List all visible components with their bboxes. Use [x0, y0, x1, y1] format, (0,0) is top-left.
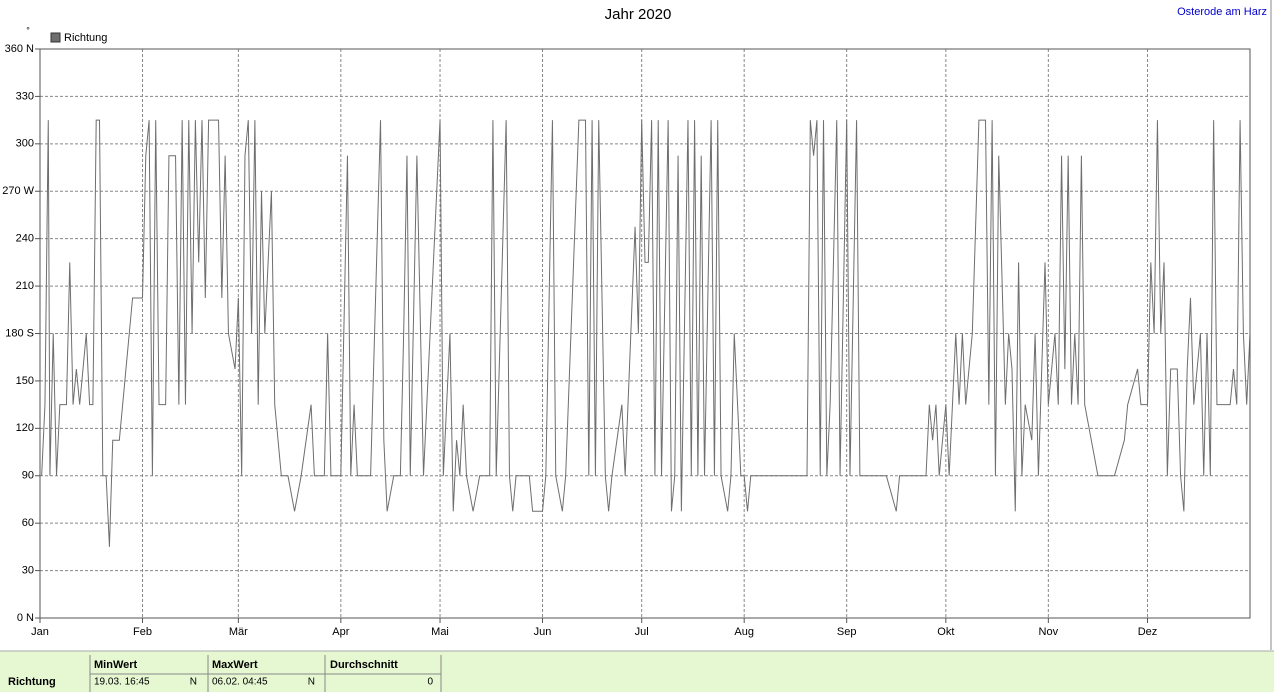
y-unit: °: [26, 25, 30, 35]
y-tick-label: 150: [16, 375, 34, 387]
footer-header: MinWert: [94, 659, 138, 671]
legend-label: Richtung: [64, 32, 107, 44]
footer-value: 0: [427, 677, 433, 688]
y-tick-label: 270 W: [2, 185, 34, 197]
x-tick-label: Okt: [937, 626, 954, 638]
footer-time: 19.03. 16:45: [94, 677, 150, 688]
y-tick-label: 240: [16, 233, 34, 245]
x-tick-label: Dez: [1138, 626, 1158, 638]
y-tick-label: 90: [22, 470, 34, 482]
x-tick-label: Jun: [534, 626, 552, 638]
legend-swatch: [50, 32, 61, 43]
y-tick-label: 360 N: [5, 43, 34, 55]
footer-time: 06.02. 04:45: [212, 677, 268, 688]
chart-title: Jahr 2020: [605, 6, 672, 23]
plot-frame: [39, 48, 1251, 619]
footer-direction: N: [308, 677, 315, 688]
x-tick-label: Sep: [837, 626, 857, 638]
plot-area: 0 N 30 60 90 120 150 180 S 210 240 270 W 300 330 360…: [2, 43, 1251, 638]
y-tick-label: 300: [16, 138, 34, 150]
location: Osterode am Harz: [1177, 6, 1267, 18]
x-tick-label: Mär: [229, 626, 248, 638]
footer-header: Durchschnitt: [330, 659, 398, 671]
y-tick-label: 180 S: [5, 327, 34, 339]
y-tick-label: 210: [16, 280, 34, 292]
y-tick-label: 120: [16, 422, 34, 434]
x-tick-label: Feb: [133, 626, 152, 638]
x-tick-label: Mai: [431, 626, 449, 638]
y-tick-label: 30: [22, 564, 34, 576]
footer-direction: N: [190, 677, 197, 688]
data-line: [41, 119, 1251, 547]
y-tick-label: 60: [22, 517, 34, 529]
footer-row-label: Richtung: [8, 676, 56, 688]
x-tick-label: Jan: [31, 626, 49, 638]
footer-bg: [0, 651, 1274, 692]
y-tick-label: 0 N: [17, 612, 34, 624]
x-tick-label: Apr: [332, 626, 349, 638]
footer-header: MaxWert: [212, 659, 258, 671]
x-tick-label: Jul: [635, 626, 649, 638]
x-tick-label: Aug: [734, 626, 754, 638]
x-tick-label: Nov: [1039, 626, 1059, 638]
y-tick-label: 330: [16, 90, 34, 102]
